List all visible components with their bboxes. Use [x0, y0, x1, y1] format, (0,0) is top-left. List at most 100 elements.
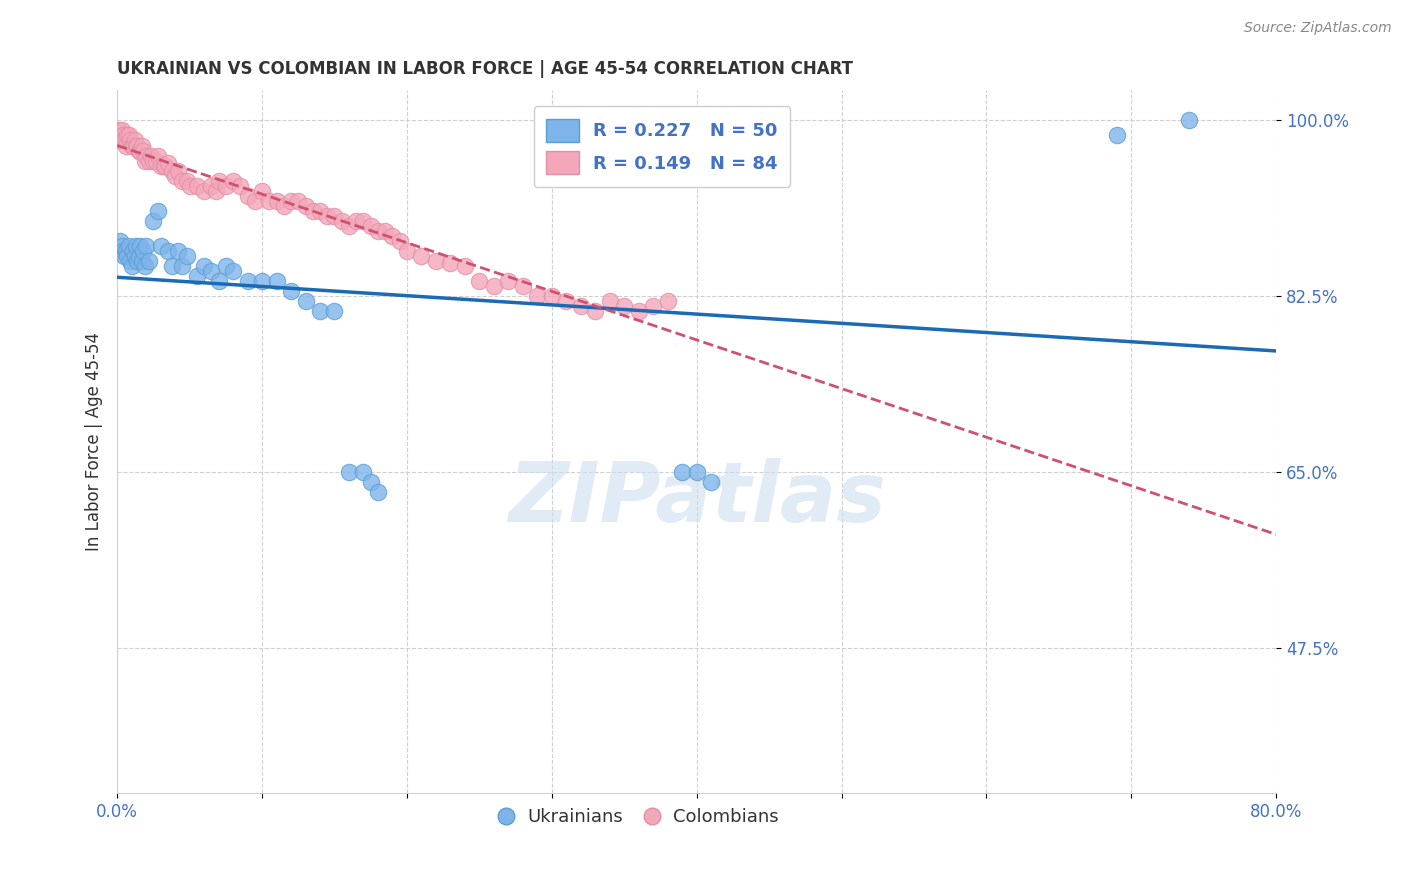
- Point: [526, 289, 548, 303]
- Point: [344, 214, 367, 228]
- Point: [555, 294, 578, 309]
- Point: [200, 264, 222, 278]
- Point: [613, 299, 636, 313]
- Point: [280, 284, 302, 298]
- Point: [236, 188, 259, 202]
- Point: [353, 214, 375, 228]
- Point: [360, 219, 382, 233]
- Point: [153, 159, 176, 173]
- Point: [111, 244, 134, 258]
- Point: [110, 239, 132, 253]
- Point: [129, 144, 152, 158]
- Point: [294, 294, 316, 309]
- Point: [128, 249, 150, 263]
- Point: [643, 299, 665, 313]
- Point: [229, 178, 252, 193]
- Point: [250, 184, 273, 198]
- Point: [108, 133, 131, 147]
- Point: [128, 144, 150, 158]
- Point: [138, 254, 160, 268]
- Point: [367, 224, 389, 238]
- Point: [207, 274, 229, 288]
- Point: [309, 203, 332, 218]
- Point: [439, 256, 461, 270]
- Point: [323, 209, 346, 223]
- Point: [222, 264, 245, 278]
- Point: [114, 133, 136, 147]
- Point: [134, 259, 156, 273]
- Point: [627, 304, 650, 318]
- Y-axis label: In Labor Force | Age 45-54: In Labor Force | Age 45-54: [86, 333, 103, 551]
- Point: [121, 259, 143, 273]
- Point: [121, 138, 143, 153]
- Point: [236, 274, 259, 288]
- Point: [381, 228, 404, 243]
- Point: [152, 159, 174, 173]
- Point: [512, 279, 534, 293]
- Point: [127, 138, 149, 153]
- Point: [207, 174, 229, 188]
- Legend: Ukrainians, Colombians: Ukrainians, Colombians: [491, 801, 786, 833]
- Point: [114, 249, 136, 263]
- Point: [204, 184, 226, 198]
- Point: [117, 128, 139, 143]
- Point: [146, 148, 169, 162]
- Point: [215, 259, 238, 273]
- Point: [671, 465, 693, 479]
- Point: [165, 169, 187, 183]
- Point: [135, 148, 157, 162]
- Point: [193, 184, 215, 198]
- Point: [388, 234, 411, 248]
- Point: [215, 178, 238, 193]
- Point: [149, 239, 172, 253]
- Point: [259, 194, 281, 208]
- Point: [131, 138, 153, 153]
- Point: [156, 155, 179, 169]
- Point: [657, 294, 679, 309]
- Point: [162, 163, 184, 178]
- Point: [222, 174, 245, 188]
- Point: [127, 254, 149, 268]
- Point: [337, 219, 360, 233]
- Point: [110, 123, 132, 137]
- Point: [186, 178, 208, 193]
- Point: [411, 249, 433, 263]
- Point: [120, 133, 142, 147]
- Point: [323, 304, 346, 318]
- Point: [132, 144, 155, 158]
- Point: [179, 178, 201, 193]
- Point: [309, 304, 332, 318]
- Point: [294, 199, 316, 213]
- Point: [172, 174, 194, 188]
- Point: [107, 123, 129, 137]
- Point: [176, 174, 198, 188]
- Point: [599, 294, 621, 309]
- Point: [395, 244, 418, 258]
- Point: [122, 244, 145, 258]
- Point: [115, 138, 138, 153]
- Point: [120, 254, 142, 268]
- Point: [118, 239, 141, 253]
- Point: [131, 254, 153, 268]
- Point: [367, 485, 389, 500]
- Point: [124, 249, 146, 263]
- Point: [162, 259, 184, 273]
- Point: [172, 259, 194, 273]
- Point: [193, 259, 215, 273]
- Point: [129, 239, 152, 253]
- Point: [301, 203, 323, 218]
- Point: [135, 239, 157, 253]
- Point: [142, 214, 165, 228]
- Point: [132, 244, 155, 258]
- Point: [1178, 113, 1201, 128]
- Point: [482, 279, 505, 293]
- Point: [316, 209, 339, 223]
- Point: [186, 269, 208, 284]
- Point: [124, 133, 146, 147]
- Text: ZIPatlas: ZIPatlas: [508, 458, 886, 539]
- Point: [115, 244, 138, 258]
- Point: [468, 274, 491, 288]
- Point: [149, 159, 172, 173]
- Point: [454, 259, 477, 273]
- Point: [138, 153, 160, 168]
